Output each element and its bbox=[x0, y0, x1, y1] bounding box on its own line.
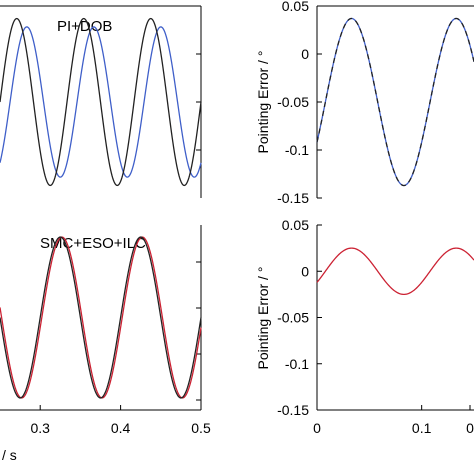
br-ytick-label-3: -0.1 bbox=[285, 356, 309, 372]
tr-ytick-label-0: 0.05 bbox=[282, 0, 309, 14]
bl-xtick-label-0: 0.3 bbox=[30, 420, 50, 436]
bl-series-line-1 bbox=[0, 236, 202, 399]
br-xtick-label-1: 0.1 bbox=[412, 420, 432, 436]
tr-ylabel: Pointing Error / ° bbox=[255, 51, 271, 154]
tl-series-line-0 bbox=[0, 26, 202, 178]
br-series-line-0 bbox=[316, 247, 474, 296]
tl-right-ticks bbox=[196, 5, 201, 151]
tr-ytick-label-4: -0.15 bbox=[277, 190, 309, 206]
br-xtick-label-2: 0 bbox=[466, 420, 474, 436]
br-ylabel: Pointing Error / ° bbox=[255, 267, 271, 370]
bl-xtick-label-1: 0.4 bbox=[111, 420, 131, 436]
br-ytick-label-0: 0.05 bbox=[282, 217, 309, 233]
br-ytick-label-1: 0 bbox=[301, 263, 309, 279]
br-xtick-label-0: 0 bbox=[313, 420, 321, 436]
tr-series-line-0 bbox=[316, 17, 474, 187]
tr-ytick-label-2: -0.05 bbox=[277, 94, 309, 110]
bl-right-ticks bbox=[196, 261, 201, 401]
tl-series-line-1 bbox=[0, 17, 202, 187]
tl-annotation: PI+DOB bbox=[57, 18, 112, 35]
tr-series-line-1 bbox=[316, 17, 474, 187]
br-ytick-label-4: -0.15 bbox=[277, 402, 309, 418]
bl-xtick-label-2: 0.5 bbox=[191, 420, 211, 436]
tr-ytick-label-3: -0.1 bbox=[285, 142, 309, 158]
tr-ytick-label-1: 0 bbox=[301, 46, 309, 62]
br-ytick-label-2: -0.05 bbox=[277, 310, 309, 326]
bl-annotation: SMC+ESO+ILC bbox=[40, 235, 146, 252]
bl-xlabel: / s bbox=[2, 447, 17, 463]
